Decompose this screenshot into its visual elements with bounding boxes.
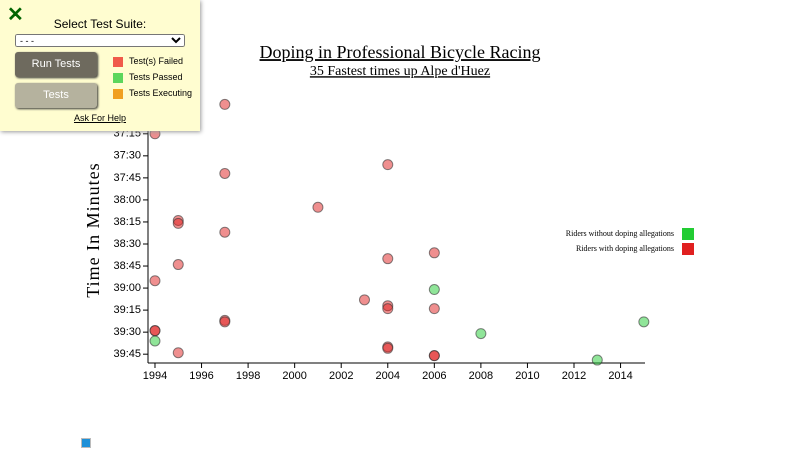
data-point [172,259,184,271]
panel-heading: Select Test Suite: [53,17,147,31]
y-tick-label: 39:30 [113,326,141,338]
legend-label: Riders without doping allegations [566,229,674,238]
tests-button[interactable]: Tests [15,83,97,108]
legend-item: Tests Passed [113,72,183,83]
help-link[interactable]: Ask For Help [73,113,126,123]
legend-label: Test(s) Failed [129,56,184,66]
data-point [219,226,231,238]
data-point [312,201,324,213]
chart-title: Doping in Professional Bicycle Racing [260,42,541,62]
legend-label: Tests Executing [129,88,193,98]
data-point [219,316,231,328]
data-point [382,159,394,171]
y-tick-label: 38:30 [113,238,141,250]
data-point [428,303,440,315]
legend-item: Test(s) Failed [113,56,183,67]
legend-item: Tests Executing [113,88,192,99]
data-point [382,342,394,354]
x-tick-label: 2006 [422,370,446,382]
x-tick-label: 1994 [143,370,167,382]
x-tick-label: 2000 [282,370,306,382]
legend-swatch [682,228,694,240]
data-point [638,316,650,328]
data-point [475,328,487,340]
legend-swatch [682,243,694,255]
x-tick-label: 2010 [515,370,539,382]
data-point [149,325,161,337]
test-panel: ✕ Select Test Suite: - - - Run Tests Tes… [0,0,200,131]
data-point [149,335,161,347]
data-point [428,284,440,296]
data-point [172,217,184,229]
close-button[interactable]: ✕ [7,4,24,26]
data-point [149,275,161,287]
toggle-icon[interactable] [81,438,91,448]
data-point [172,347,184,359]
legend-label: Riders with doping allegations [576,244,674,253]
data-point [219,167,231,179]
y-tick-label: 39:15 [113,304,141,316]
y-axis-label: Time In Minutes [83,162,103,297]
y-tick-label: 37:45 [113,172,141,184]
y-tick-label: 38:00 [113,194,141,206]
data-point [382,253,394,265]
y-tick-label: 38:15 [113,216,141,228]
run-tests-button[interactable]: Run Tests [15,52,97,77]
data-point [382,303,394,315]
x-tick-label: 1996 [189,370,213,382]
data-point [219,98,231,110]
suite-select[interactable]: - - - [15,34,185,47]
x-tick-label: 2008 [469,370,493,382]
x-tick-label: 2004 [376,370,400,382]
chart-subtitle: 35 Fastest times up Alpe d'Huez [310,64,490,79]
x-tick-label: 2002 [329,370,353,382]
data-point [428,350,440,362]
x-tick-label: 1998 [236,370,260,382]
y-tick-label: 39:00 [113,282,141,294]
legend-label: Tests Passed [129,72,183,82]
x-tick-label: 2012 [562,370,586,382]
data-point [358,294,370,306]
data-point [591,354,603,366]
y-tick-label: 38:45 [113,260,141,272]
y-tick-label: 37:30 [113,150,141,162]
data-point [428,247,440,259]
x-tick-label: 2014 [608,370,632,382]
y-tick-label: 39:45 [113,348,141,360]
